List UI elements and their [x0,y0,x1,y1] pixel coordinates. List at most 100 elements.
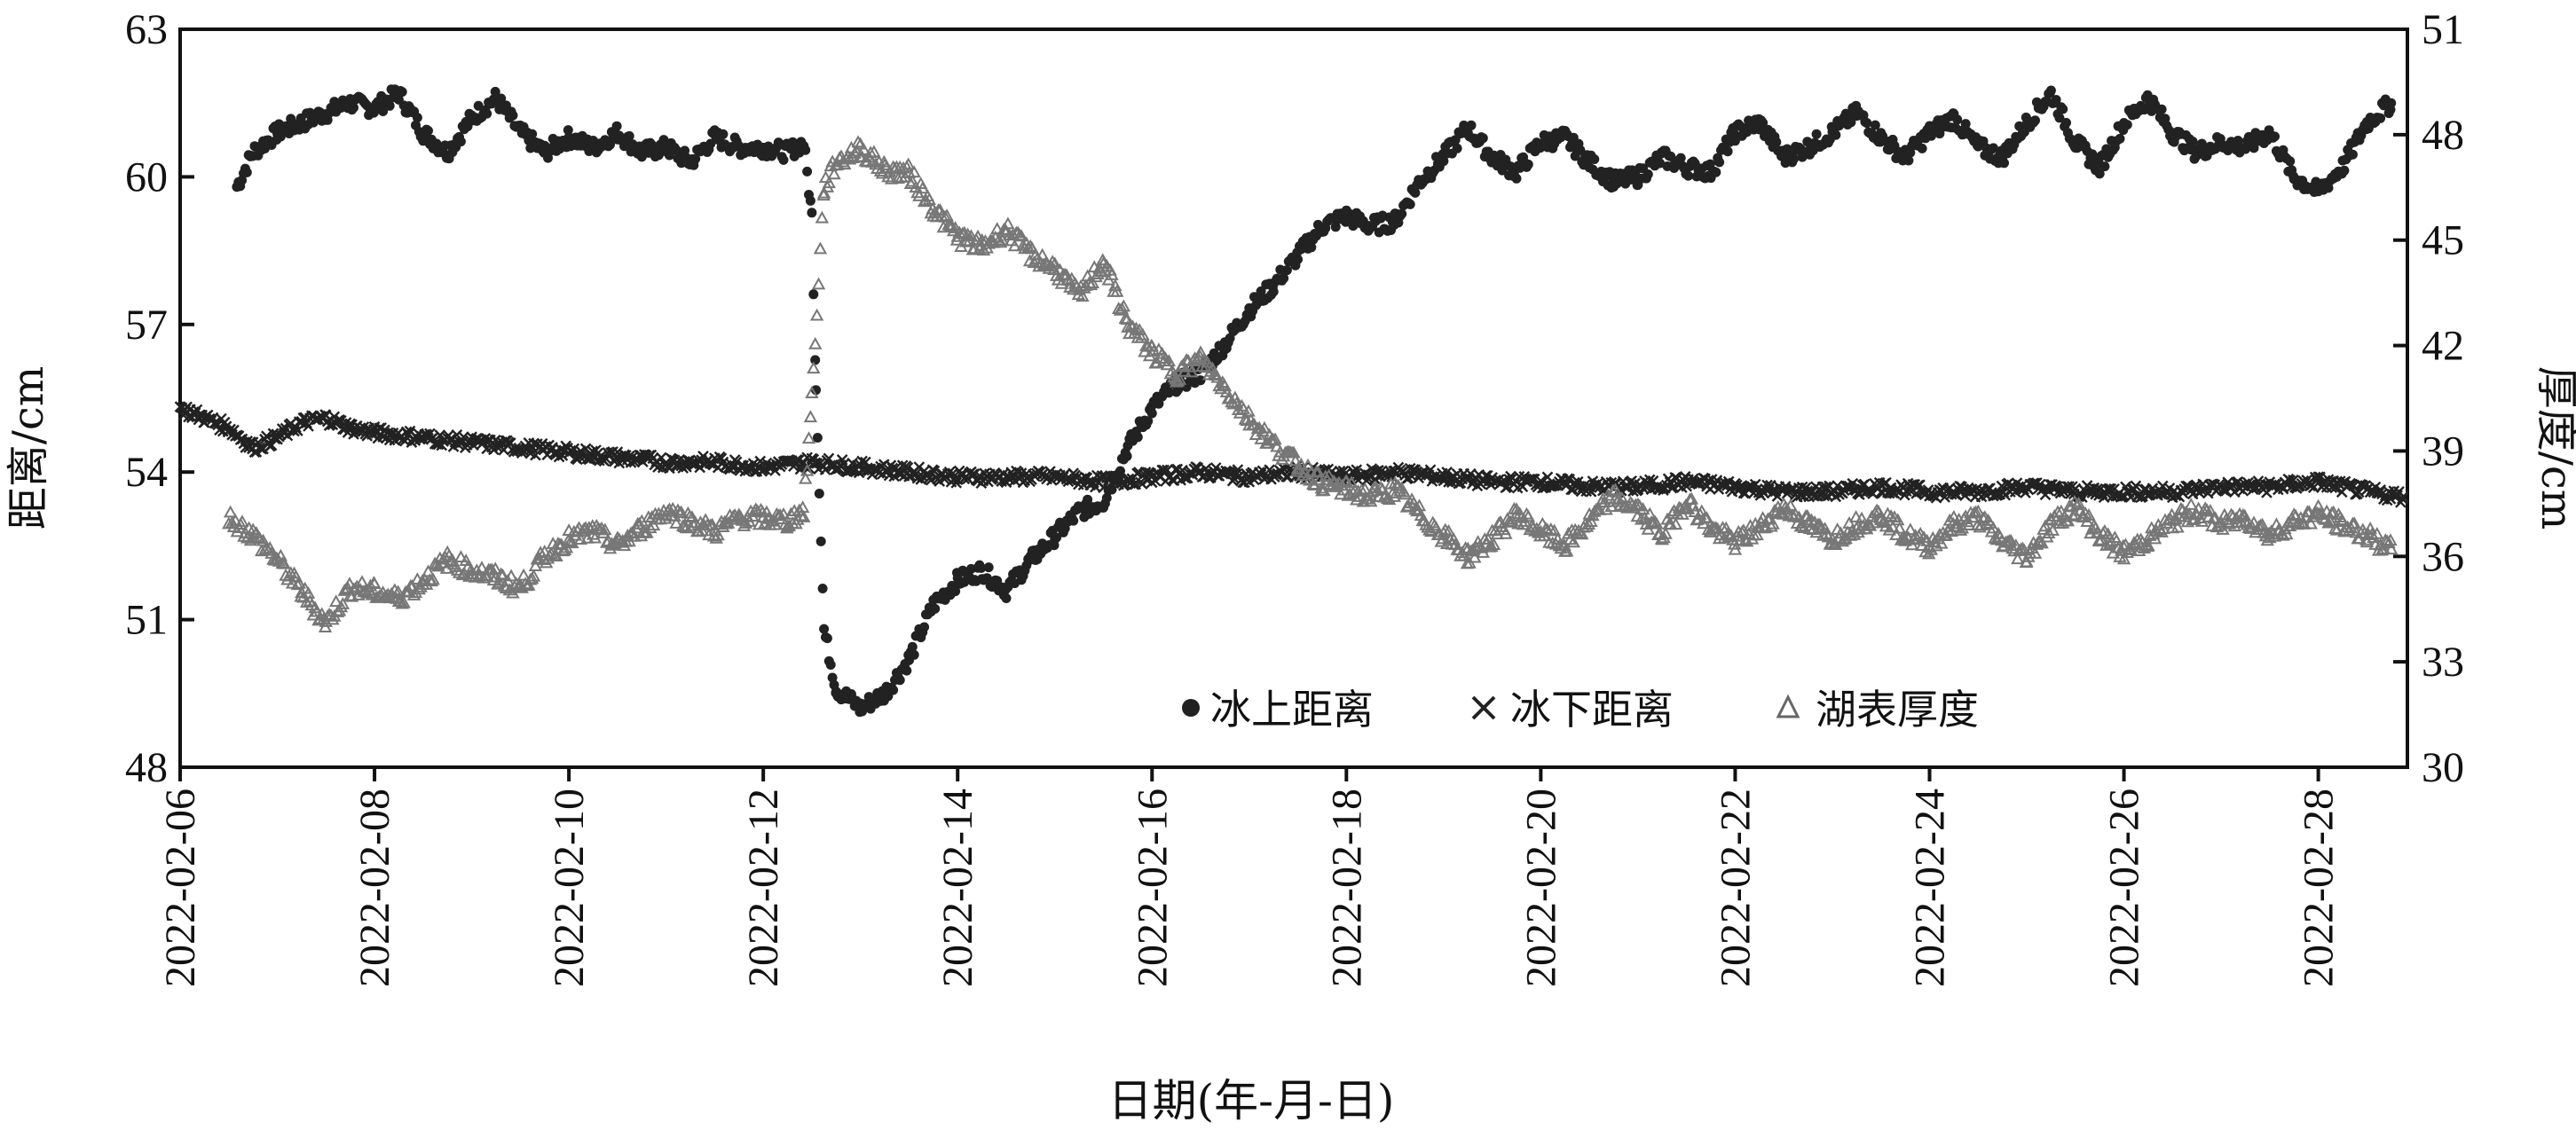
data-point [1347,465,1359,477]
data-point [1966,506,1981,519]
data-point [1438,156,1449,167]
data-point [1743,519,1758,531]
y-axis-left-title: 距离/cm [4,366,53,530]
data-point [1116,299,1131,312]
data-point [1811,129,1822,139]
data-point [2147,531,2162,545]
data-point [2038,519,2052,532]
data-point [563,125,573,136]
data-point [1537,529,1551,542]
data-point [1740,534,1754,547]
data-point [912,188,926,201]
data-point [453,550,469,563]
data-point [2280,527,2294,540]
data-point [664,462,675,475]
data-point [482,108,492,119]
data-point [905,174,919,187]
data-point [1999,158,2009,169]
data-point [1831,129,1841,140]
data-point [1882,522,1896,536]
data-point [940,208,954,222]
legend-label-series-2: 冰下距离 [1510,686,1674,734]
data-point [2384,542,2399,555]
data-point [822,633,832,644]
data-point [1007,239,1022,252]
data-point [1410,187,1421,198]
data-point [1405,199,1415,209]
data-point [1094,264,1108,278]
data-point [1163,388,1174,398]
y-right-tick-label: 30 [2422,744,2464,791]
legend: 冰上距离 冰下距离 湖表厚度 [1182,686,1979,734]
data-point [1884,509,1898,522]
data-point [397,87,407,98]
data-point [1650,516,1664,530]
data-point [809,308,824,321]
data-point [1863,518,1878,531]
data-point [1509,508,1523,522]
data-point [1477,133,1488,144]
data-point [1210,370,1225,383]
data-point [397,595,411,608]
data-point [685,510,699,523]
data-point [827,167,841,180]
data-point [957,225,972,239]
data-point [803,410,818,423]
data-point [241,167,252,177]
data-point [853,137,868,150]
y-right-tick-label: 42 [2422,323,2464,370]
data-point [1048,256,1062,270]
data-point [867,145,881,158]
data-point [580,530,595,544]
data-point [808,289,819,300]
data-point [949,232,965,246]
data-point [1658,526,1673,539]
data-point [1573,526,1587,538]
data-point [1397,208,1407,219]
data-point [815,210,830,224]
x-axis-title: 日期(年-月-日) [1108,1075,1395,1126]
data-point [2234,515,2249,529]
data-point [1424,524,1438,538]
data-point [959,234,973,247]
data-point [516,568,531,581]
data-point [493,567,508,580]
data-point [1728,542,1743,555]
data-point [1971,504,1985,517]
x-tick-label: 2022-02-26 [2101,789,2148,987]
plot-frame [178,27,2409,769]
data-point [902,665,912,676]
data-point [1934,536,1949,549]
data-point [1952,114,1963,125]
data-point [674,505,689,518]
data-point [1599,502,1613,515]
data-point [690,153,701,164]
data-point [2100,527,2115,540]
data-point [2270,131,2280,142]
data-point [1412,498,1427,512]
data-point [1466,120,1477,130]
data-point [819,624,830,634]
data-point [2304,516,2318,530]
data-point [2184,498,2198,510]
data-point [1110,284,1124,297]
data-point [335,597,351,609]
data-point [412,113,422,123]
data-point [2082,508,2096,521]
data-point [1256,286,1266,296]
data-point [1075,289,1090,302]
data-point [228,514,243,526]
data-point [948,221,963,233]
data-point [426,572,440,585]
data-point [2398,491,2409,503]
data-point [299,595,314,608]
data-point [310,604,324,617]
data-point [1750,528,1764,541]
data-point [319,409,332,421]
x-tick-label: 2022-02-10 [546,789,593,987]
data-point [1136,478,1148,490]
x-tick-label: 2022-02-12 [740,789,787,987]
x-tick-label: 2022-02-06 [157,789,204,987]
data-point [1485,539,1499,553]
data-point [2042,526,2056,538]
